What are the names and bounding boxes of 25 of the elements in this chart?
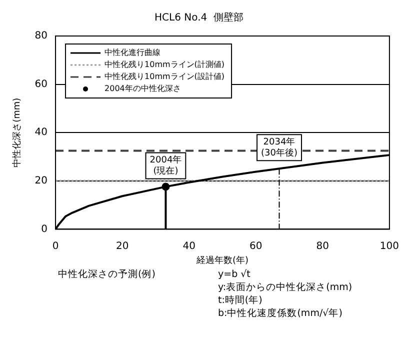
y-tick-label: 20 bbox=[34, 175, 48, 186]
text: t:時間(年) bbox=[218, 294, 264, 307]
y-tick-label: 60 bbox=[34, 78, 48, 90]
text: b:中性化速度係数(mm/√年) bbox=[218, 307, 344, 320]
y-tick-label: 0 bbox=[41, 224, 48, 235]
legend-label: 中性化残り10mmライン(計測値) bbox=[104, 60, 225, 70]
x-tick-label: 60 bbox=[250, 240, 262, 252]
y-tick-label: 40 bbox=[34, 127, 48, 138]
chart-title: HCL6 No.4 側壁部 bbox=[154, 12, 244, 24]
y-tick-label: 80 bbox=[34, 30, 48, 42]
text: y:表面からの中性化深さ(mm) bbox=[218, 281, 352, 294]
x-tick-label: 40 bbox=[182, 240, 196, 252]
legend-label: 2004年の中性化深さ bbox=[104, 84, 181, 94]
x-tick-label: 0 bbox=[52, 240, 59, 252]
x-tick-label: 80 bbox=[316, 240, 330, 252]
y-axis-title: 中性化深さ(mm) bbox=[12, 98, 23, 168]
x-tick-label: 20 bbox=[116, 240, 129, 252]
annotation: 2034年 (30年後) bbox=[261, 136, 298, 158]
annotation: 2004年 (現在) bbox=[150, 154, 182, 177]
text: y=b √t bbox=[218, 268, 252, 281]
x-tick-label: 100 bbox=[380, 240, 400, 252]
x-axis-title: 経過年数(年) bbox=[195, 254, 249, 266]
text: 中性化深さの予測(例) bbox=[57, 268, 156, 282]
legend-label: 中性化残り10mmライン(設計値) bbox=[104, 72, 225, 82]
legend-label: 中性化進行曲線 bbox=[104, 48, 161, 58]
